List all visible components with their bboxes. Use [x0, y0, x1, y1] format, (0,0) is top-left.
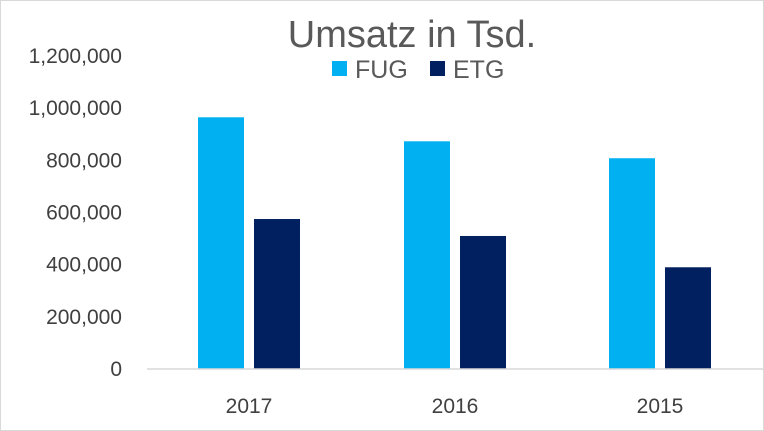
bar-etg-2017 — [254, 219, 300, 369]
y-tick-label: 200,000 — [46, 306, 122, 329]
y-axis: 0 200,000 400,000 600,000 800,000 1,000,000 1,… — [29, 45, 122, 381]
bar-etg-2016 — [460, 235, 506, 369]
y-tick-label: 800,000 — [46, 149, 122, 172]
x-tick-label: 2015 — [637, 395, 684, 418]
y-tick-label: 1,200,000 — [29, 45, 122, 68]
bar-fug-2015 — [609, 158, 655, 369]
legend-swatch-etg — [430, 61, 445, 76]
y-tick-label: 600,000 — [46, 202, 122, 225]
bar-etg-2015 — [665, 267, 711, 369]
legend: FUG ETG — [332, 56, 504, 84]
y-tick-label: 1,000,000 — [29, 97, 122, 120]
bar-fug-2017 — [198, 117, 244, 369]
x-axis: 2017 2016 2015 — [226, 395, 684, 418]
legend-swatch-fug — [332, 61, 347, 76]
y-tick-label: 0 — [110, 358, 122, 381]
legend-label-fug: FUG — [355, 56, 408, 84]
x-tick-label: 2016 — [432, 395, 479, 418]
x-tick-label: 2017 — [226, 395, 273, 418]
legend-label-etg: ETG — [453, 56, 504, 84]
y-tick-label: 400,000 — [46, 254, 122, 277]
bars — [198, 117, 711, 369]
bar-fug-2016 — [404, 141, 450, 369]
chart-title: Umsatz in Tsd. — [288, 14, 536, 56]
